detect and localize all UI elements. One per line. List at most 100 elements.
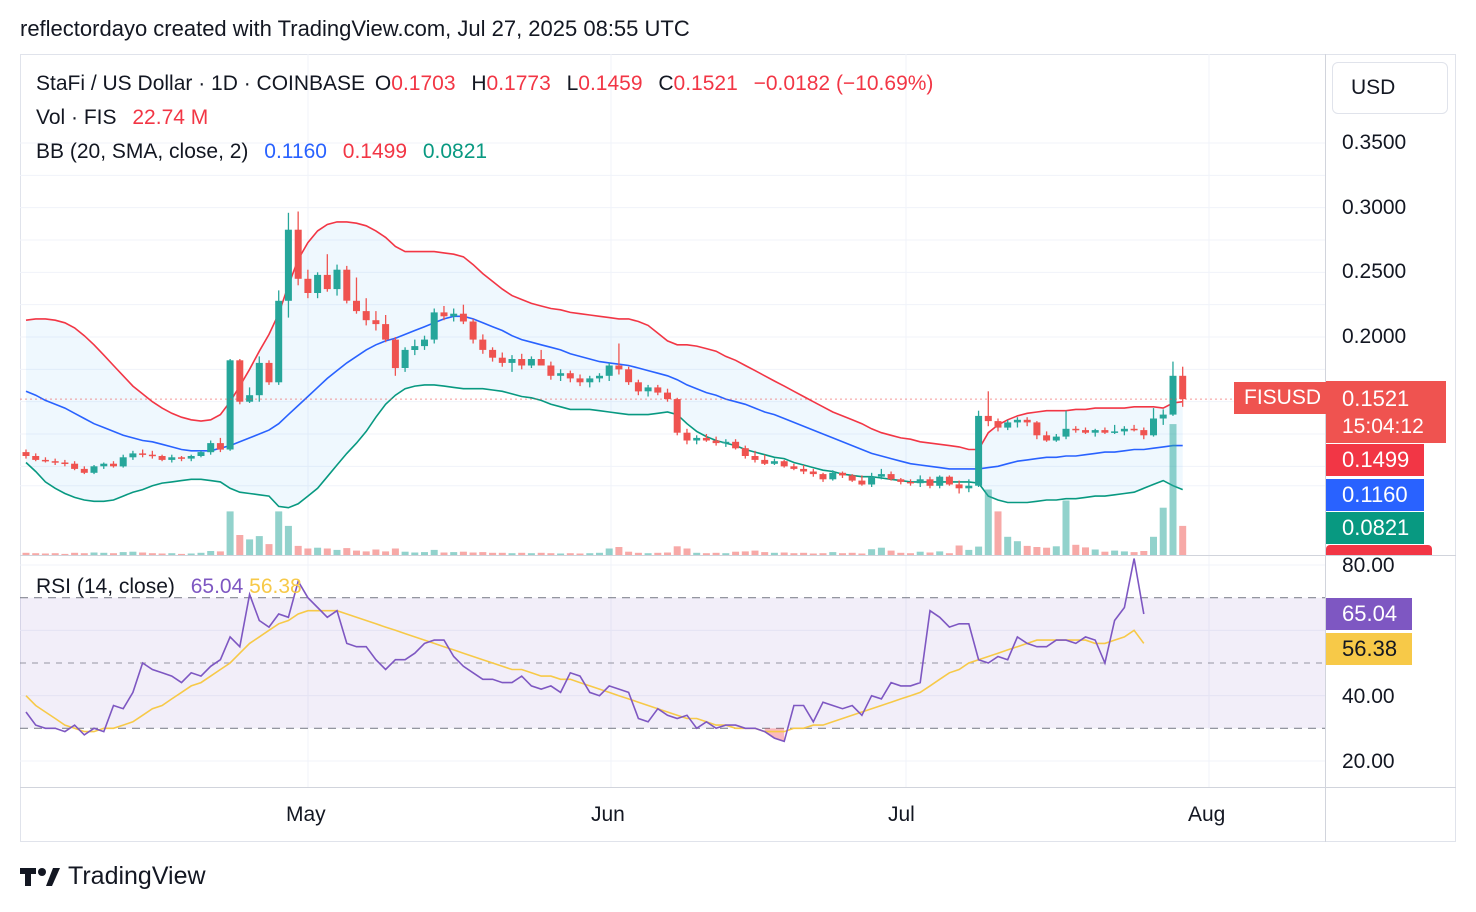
- volume-bar: [90, 552, 98, 555]
- volume-bar: [197, 552, 205, 555]
- volume-bar: [440, 552, 448, 555]
- volume-bar: [362, 551, 370, 555]
- volume-bar: [275, 511, 283, 555]
- volume-bar: [634, 552, 642, 555]
- tradingview-logo-icon: [20, 867, 60, 886]
- volume-bar: [401, 551, 409, 555]
- volume-bar: [1130, 552, 1138, 555]
- volume-bar: [333, 549, 341, 555]
- candle-body: [984, 415, 992, 422]
- candle-body: [1043, 435, 1051, 441]
- volume-bar: [236, 535, 244, 555]
- candle-body: [712, 440, 720, 444]
- candle-body: [168, 457, 176, 460]
- candle-body: [537, 359, 545, 366]
- tradingview-logo[interactable]: TradingView: [20, 862, 206, 891]
- candle-body: [80, 468, 88, 473]
- volume-bar: [926, 552, 934, 555]
- volume-bar: [265, 544, 273, 555]
- candle-body: [1179, 375, 1187, 400]
- candle-body: [197, 452, 205, 456]
- candle-body: [32, 456, 40, 460]
- candle-body: [1004, 422, 1012, 428]
- volume-bar: [936, 551, 944, 555]
- candle-body: [129, 453, 137, 458]
- volume-label[interactable]: Vol · FIS: [36, 106, 117, 129]
- candle-body: [139, 453, 147, 455]
- volume-bar: [1091, 549, 1099, 555]
- volume-bar: [382, 551, 390, 555]
- candle-body: [839, 472, 846, 476]
- candle-body: [333, 269, 341, 290]
- rsi-ma-value: 56.38: [249, 575, 302, 598]
- currency-selector[interactable]: USD: [1332, 62, 1448, 114]
- volume-bar: [683, 548, 691, 555]
- candle-body: [1062, 428, 1070, 437]
- symbol-title[interactable]: StaFi / US Dollar · 1D · COINBASE: [36, 72, 366, 95]
- candle-body: [1033, 422, 1041, 436]
- candle-body: [586, 378, 594, 383]
- candle-body: [994, 421, 1002, 428]
- volume-bar: [498, 552, 506, 555]
- volume-bar: [732, 551, 740, 555]
- candle-body: [945, 476, 953, 485]
- volume-bar: [858, 553, 866, 555]
- candle-body: [780, 461, 788, 467]
- volume-bar: [537, 552, 545, 555]
- volume-bar: [848, 552, 856, 555]
- candle-body: [61, 462, 69, 464]
- volume-bar: [110, 553, 117, 555]
- close-value: 0.1521: [673, 72, 738, 95]
- volume-bar: [605, 548, 613, 555]
- candle-body: [236, 360, 244, 402]
- candle-body: [430, 312, 438, 340]
- candle-body: [207, 443, 215, 453]
- candle-body: [1150, 418, 1157, 436]
- volume-bar: [1043, 547, 1051, 555]
- rsi-label[interactable]: RSI (14, close): [36, 575, 175, 598]
- volume-bar: [547, 553, 555, 555]
- volume-bar: [1004, 536, 1012, 555]
- volume-bar: [907, 553, 914, 555]
- volume-bar: [566, 553, 574, 555]
- volume-bar: [168, 553, 176, 555]
- candle-body: [683, 432, 691, 441]
- volume-bar: [770, 552, 778, 555]
- candle-body: [216, 443, 224, 450]
- candle-body: [1140, 430, 1148, 436]
- rsi-tick: 80.00: [1342, 554, 1395, 577]
- volume-bar: [839, 553, 846, 555]
- volume-bar: [965, 549, 973, 555]
- volume-bar: [1052, 546, 1060, 555]
- volume-bar: [761, 552, 769, 555]
- volume-bar: [1140, 551, 1148, 555]
- volume-bar: [615, 547, 623, 555]
- volume-bar: [955, 545, 963, 555]
- volume-bar: [450, 552, 458, 555]
- rsi-tick: 40.00: [1342, 685, 1395, 708]
- candle-body: [51, 461, 59, 463]
- volume-bar: [469, 552, 477, 555]
- low-value: 0.1459: [578, 72, 643, 95]
- volume-bar: [51, 553, 59, 555]
- symbol-tag: FISUSD: [1234, 382, 1332, 414]
- volume-bar: [284, 525, 292, 555]
- bb-basis-value: 0.1160: [264, 140, 327, 163]
- volume-bar: [41, 553, 49, 555]
- volume-bar: [877, 547, 885, 555]
- bb-label[interactable]: BB (20, SMA, close, 2): [36, 140, 249, 163]
- volume-bar: [61, 553, 69, 555]
- candle-body: [255, 362, 263, 396]
- volume-bar: [664, 552, 671, 555]
- candle-body: [761, 459, 769, 464]
- volume-bar: [119, 552, 127, 555]
- rsi-legend: RSI (14, close) 65.04 56.38: [36, 575, 306, 599]
- volume-bar: [984, 489, 992, 555]
- rsi-oversold-fill: [764, 728, 785, 742]
- candle-body: [1072, 428, 1080, 431]
- candle-body: [275, 300, 283, 383]
- candle-body: [557, 373, 565, 376]
- volume-bar: [586, 553, 594, 555]
- volume-bar: [712, 552, 720, 555]
